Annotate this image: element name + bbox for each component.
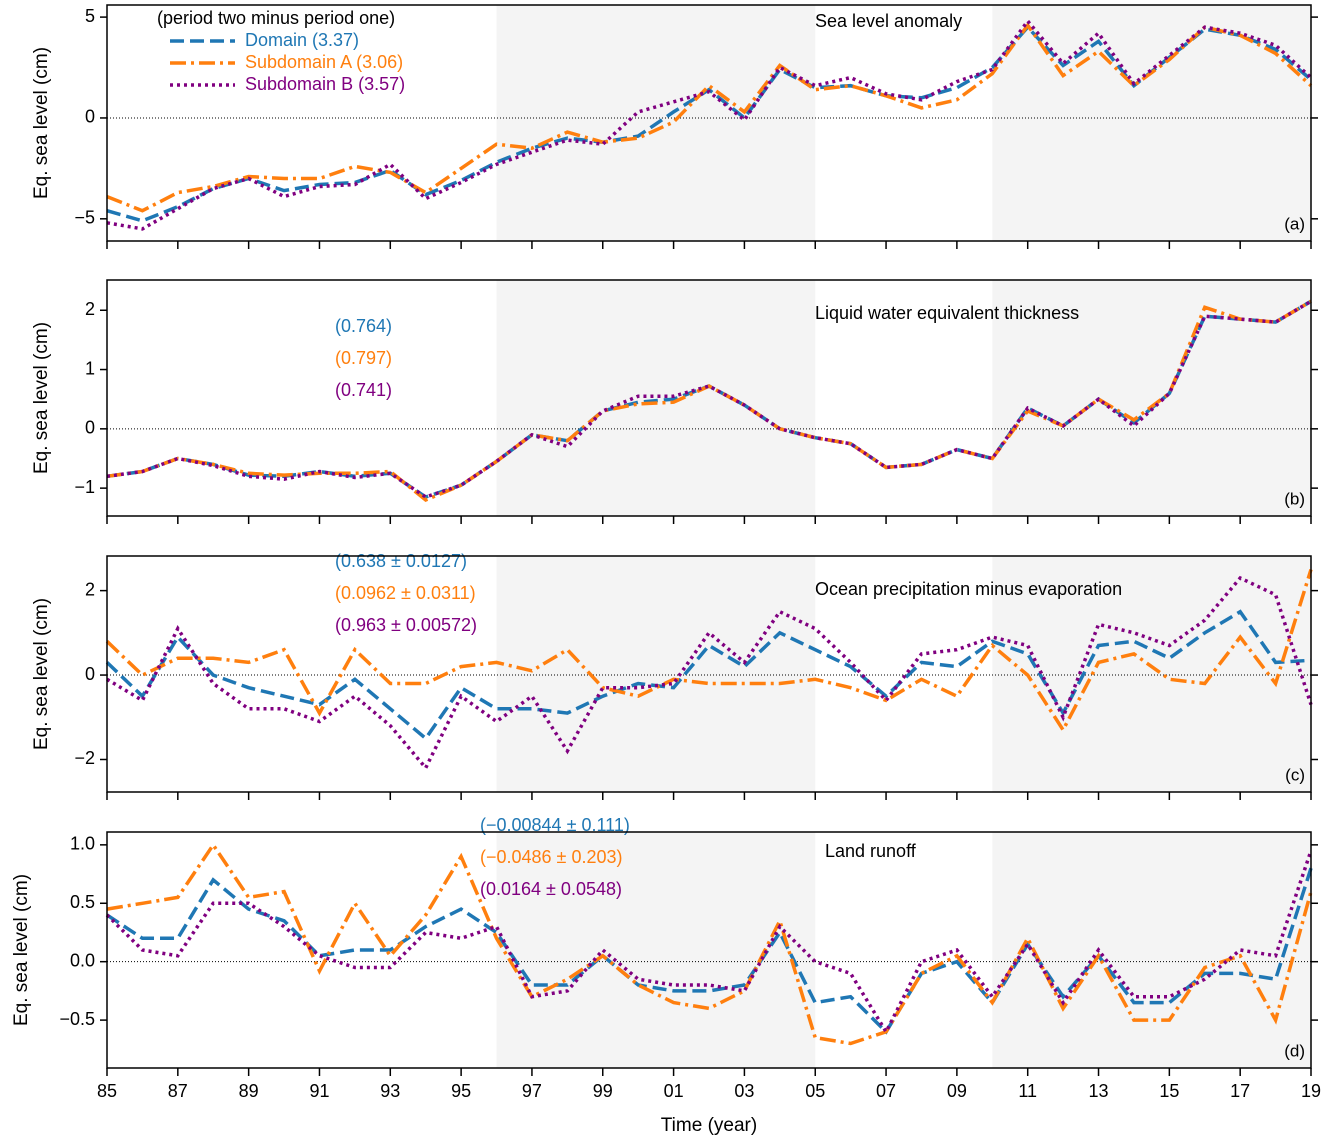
y-tick-label: 0.5 xyxy=(70,892,95,912)
series-line xyxy=(106,575,1313,772)
y-tick-label: −1 xyxy=(74,477,95,497)
legend-label: Subdomain B (3.57) xyxy=(245,74,405,94)
x-tick-label: 17 xyxy=(1230,1081,1250,1101)
series-line xyxy=(106,22,1313,213)
x-tick-label: 09 xyxy=(947,1081,967,1101)
series-line xyxy=(106,18,1313,231)
x-tick-label: 97 xyxy=(522,1081,542,1101)
shaded-period xyxy=(496,556,816,792)
x-tick-label: 93 xyxy=(380,1081,400,1101)
x-tick-label: 13 xyxy=(1089,1081,1109,1101)
y-tick-label: 1 xyxy=(85,358,95,378)
x-tick-label: 05 xyxy=(805,1081,825,1101)
trend-label: (0.0962 ± 0.0311) xyxy=(335,583,476,603)
x-tick-label: 07 xyxy=(876,1081,896,1101)
panel-label: (d) xyxy=(1284,1041,1305,1060)
y-tick-label: 2 xyxy=(85,299,95,319)
y-axis-label: Eq. sea level (cm) xyxy=(31,47,52,199)
y-tick-label: 2 xyxy=(85,579,95,599)
x-tick-label: 85 xyxy=(97,1081,117,1101)
panel-title: Land runoff xyxy=(825,841,917,861)
y-axis-label: Eq. sea level (cm) xyxy=(31,598,52,750)
panel-label: (b) xyxy=(1284,489,1305,508)
trend-label: (0.638 ± 0.0127) xyxy=(335,551,467,571)
x-tick-label: 01 xyxy=(664,1081,684,1101)
series-line xyxy=(105,850,1313,1036)
plot-frame xyxy=(106,831,1312,1069)
x-tick-label: 89 xyxy=(239,1081,259,1101)
y-axis-label: Eq. sea level (cm) xyxy=(11,874,32,1026)
x-tick-label: 87 xyxy=(168,1081,188,1101)
x-tick-label: 03 xyxy=(734,1081,754,1101)
panel: (0.638 ± 0.0127) (0.0962 ± 0.0311) (0.963 … xyxy=(31,551,1318,800)
trend-label: (0.797) xyxy=(335,348,392,368)
shaded-period xyxy=(496,280,816,516)
y-tick-label: 0 xyxy=(85,418,95,438)
panel: (−0.00844 ± 0.111) (−0.0486 ± 0.203) (0.01… xyxy=(11,815,1321,1136)
trend-label: (−0.00844 ± 0.111) xyxy=(480,815,630,835)
plot-frame xyxy=(106,555,1312,793)
panel: (0.764) (0.797) (0.741) −1 0 1 2 Liquid water e… xyxy=(31,279,1318,524)
panel-label: (c) xyxy=(1285,765,1305,784)
trend-label: (0.963 ± 0.00572) xyxy=(335,615,477,635)
x-tick-label: 11 xyxy=(1018,1081,1037,1101)
shaded-period xyxy=(496,832,816,1068)
series-line xyxy=(106,841,1313,1046)
panel-title: Liquid water equivalent thickness xyxy=(815,303,1079,323)
panel-title: Ocean precipitation minus evaporation xyxy=(815,579,1122,599)
plot-frame xyxy=(106,279,1312,517)
y-tick-label: 5 xyxy=(85,6,95,26)
legend-label: Subdomain A (3.06) xyxy=(245,52,403,72)
x-tick-label: 19 xyxy=(1301,1081,1321,1101)
legend-title: (period two minus period one) xyxy=(157,8,395,28)
y-axis-label: Eq. sea level (cm) xyxy=(31,322,52,474)
shaded-period xyxy=(992,832,1311,1068)
x-tick-label: 95 xyxy=(451,1081,471,1101)
x-tick-label: 91 xyxy=(309,1081,329,1101)
y-tick-label: 0.0 xyxy=(70,950,95,970)
x-axis-label: Time (year) xyxy=(661,1115,757,1136)
y-tick-label: 0 xyxy=(85,107,95,127)
series-line xyxy=(105,609,1312,741)
series-line xyxy=(105,568,1313,734)
legend-label: Domain (3.37) xyxy=(245,30,359,50)
y-tick-label: 0 xyxy=(85,664,95,684)
x-tick-label: 99 xyxy=(593,1081,613,1101)
y-tick-label: −0.5 xyxy=(59,1009,95,1029)
y-tick-label: −2 xyxy=(74,748,95,768)
shaded-period xyxy=(992,556,1311,792)
y-tick-label: 1.0 xyxy=(70,834,95,854)
x-tick-label: 15 xyxy=(1159,1081,1179,1101)
panel-title: Sea level anomaly xyxy=(815,11,962,31)
trend-label: (0.0164 ± 0.0548) xyxy=(480,879,622,899)
series-line xyxy=(106,24,1313,223)
panel-label: (a) xyxy=(1284,214,1305,233)
plot-frame xyxy=(106,4,1312,242)
trend-label: (0.764) xyxy=(335,316,392,336)
panel: −5 0 5 Sea level anomaly (a) Eq. sea level (c… xyxy=(31,4,1318,249)
trend-label: (−0.0486 ± 0.203) xyxy=(480,847,622,867)
y-tick-label: −5 xyxy=(74,208,95,228)
trend-label: (0.741) xyxy=(335,380,392,400)
